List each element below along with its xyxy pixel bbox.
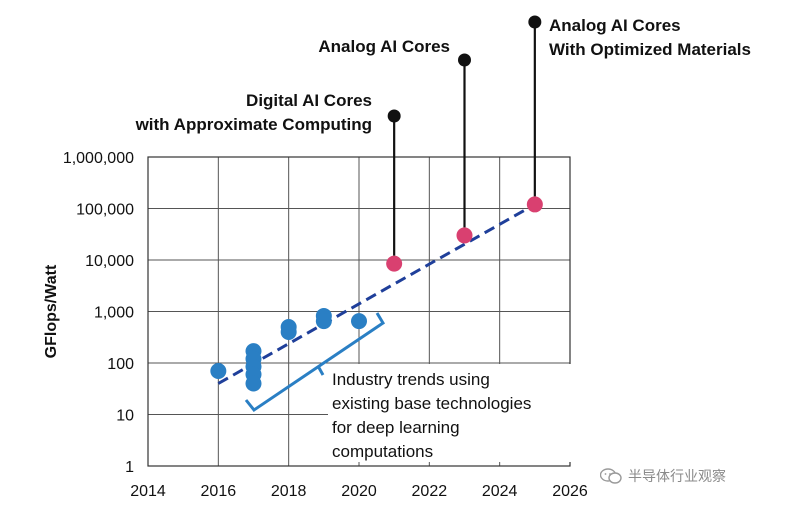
axes: 2014 2016 2018 2020 2022 2024 2026 1 10 100 1,000 1… (43, 150, 588, 500)
trend-line (217, 203, 536, 385)
x-tick-label: 2022 (412, 483, 448, 500)
trend-note: Industry trends using existing base techn… (244, 312, 572, 462)
industry-point (210, 362, 227, 379)
industry-point (280, 323, 297, 340)
callout-label: with Approximate Computing (135, 115, 372, 134)
trend-note-line: Industry trends using (332, 370, 490, 389)
x-tick-label: 2024 (482, 483, 518, 500)
trend-bracket-tick (316, 365, 325, 376)
y-axis-label: GFlops/Watt (43, 264, 60, 358)
x-tick-label: 2016 (201, 483, 237, 500)
y-tick-label: 10 (116, 408, 134, 425)
ai-core-point (386, 255, 403, 272)
wechat-icon (599, 468, 622, 484)
trend-note-line: existing base technologies (332, 394, 531, 413)
y-tick-label: 1 (125, 459, 134, 476)
plot-frame (147, 156, 571, 467)
callouts: Digital AI Cores with Approximate Computi… (135, 15, 751, 256)
data-points (210, 196, 543, 392)
watermark: 半导体行业观察 (599, 466, 726, 486)
y-tick-label: 10,000 (85, 253, 134, 270)
industry-point (315, 313, 332, 330)
callout-dot (458, 53, 471, 67)
x-tick-label: 2018 (271, 483, 307, 500)
callout-dot (387, 109, 401, 123)
trendline-layer (217, 203, 536, 385)
callout-dot (528, 15, 542, 29)
y-tick-label: 1,000 (94, 305, 134, 322)
x-tick-label: 2026 (552, 483, 588, 500)
industry-point (351, 313, 367, 330)
x-tick-label: 2014 (130, 483, 166, 500)
callout-label: Digital AI Cores (246, 91, 372, 110)
y-tick-label: 100,000 (76, 202, 134, 219)
watermark-text: 半导体行业观察 (628, 469, 726, 485)
x-tick-label: 2020 (341, 483, 377, 500)
industry-point (245, 375, 262, 392)
callout-label: With Optimized Materials (549, 40, 751, 59)
ai-core-point (456, 227, 473, 244)
callout-label: Analog AI Cores (318, 37, 450, 56)
ai-core-point (526, 196, 543, 213)
trend-note-line: for deep learning (332, 418, 460, 437)
trend-note-line: computations (332, 442, 433, 461)
callout-label: Analog AI Cores (549, 16, 681, 35)
y-tick-label: 1,000,000 (63, 150, 134, 167)
y-tick-label: 100 (107, 356, 134, 373)
trend-note-bg (328, 364, 572, 462)
